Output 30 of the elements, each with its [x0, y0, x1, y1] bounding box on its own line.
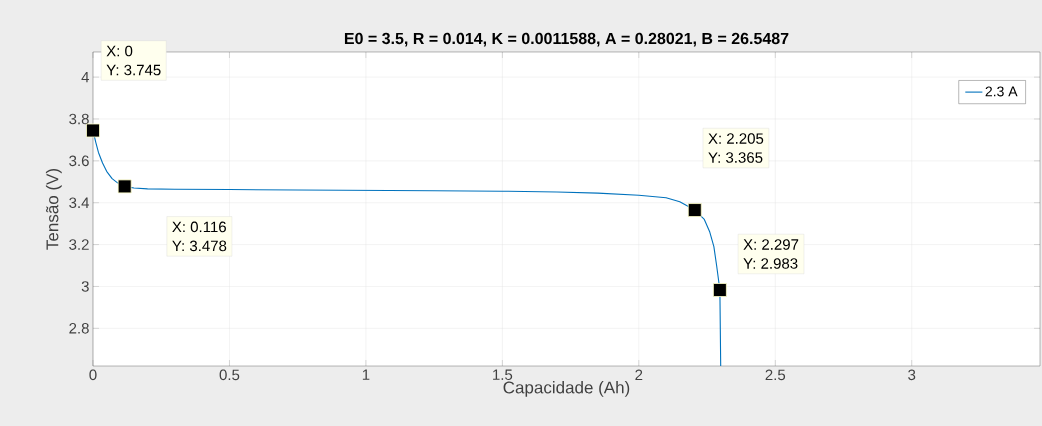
- x-tick-label: 2: [635, 369, 643, 381]
- x-tick-label: 2.5: [765, 369, 786, 381]
- x-tick-label: 0.5: [219, 369, 240, 381]
- annotation: Y: 2.983: [743, 258, 798, 269]
- point: [687, 203, 702, 217]
- annotation: Y: 3.478: [172, 240, 227, 252]
- point: [712, 283, 727, 297]
- x-tick-label: 0: [89, 369, 97, 381]
- y-tick-label: 3.2: [69, 239, 89, 250]
- annotation: X: 0.116: [172, 221, 226, 233]
- y-tick-label: 2.8: [69, 323, 89, 334]
- point: [117, 179, 132, 194]
- y-tick-label: 3.6: [69, 155, 89, 167]
- y-tick-label: 3: [81, 281, 89, 292]
- y-tick-label: 4: [81, 71, 90, 83]
- annotation: X: 0: [106, 45, 133, 57]
- annotation: X: 2.205: [708, 133, 764, 144]
- chart-title: E0 = 3.5, R = 0.014, K = 0.0011588, A = 0.28021, B = 26.5487: [344, 32, 789, 47]
- annotation: Y: 3.745: [106, 64, 161, 76]
- point: [86, 123, 100, 138]
- y-tick-label: 3.8: [69, 113, 89, 125]
- x-tick-label: 1.5: [493, 369, 513, 380]
- x-axis-title: Capacidade (Ah): [503, 381, 630, 397]
- legend-label: 2.3 A: [985, 86, 1018, 97]
- annotation: X: 2.297: [743, 239, 799, 250]
- y-tick-label: 3.4: [69, 197, 90, 209]
- x-tick-label: 3: [908, 369, 916, 381]
- x-tick-label: 1: [362, 369, 370, 380]
- annotation: Y: 3.365: [708, 152, 763, 163]
- y-axis-title: Tensão (V): [45, 168, 62, 250]
